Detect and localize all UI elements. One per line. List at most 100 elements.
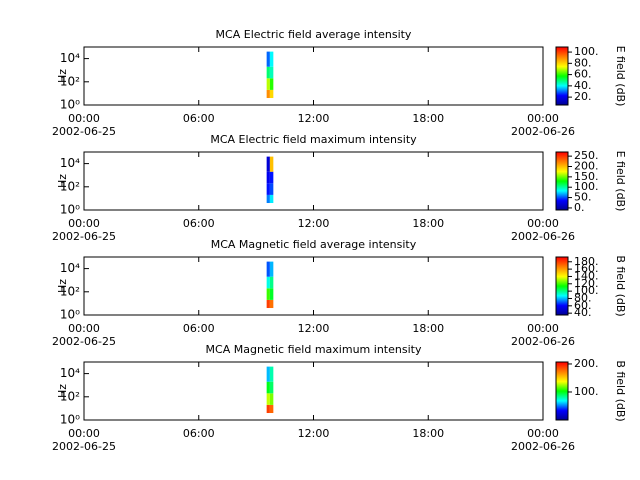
colorbar-label: B field (dB): [614, 255, 627, 316]
colorbar-slice: [556, 91, 568, 93]
colorbar-slice: [556, 100, 568, 102]
plot-frame: [83, 256, 544, 316]
x-date-label: 2002-06-25: [52, 230, 116, 243]
colorbar-tick-label: 80.: [574, 291, 592, 304]
colorbar-slice: [556, 293, 568, 295]
colorbar-slice: [556, 393, 568, 395]
y-tick-label: 10²: [60, 284, 80, 298]
x-tick-label: 00:00: [68, 322, 100, 335]
colorbar-slice: [556, 158, 568, 160]
colorbar-slice: [556, 285, 568, 287]
x-date-label: 2002-06-26: [511, 440, 575, 453]
colorbar-slice: [556, 83, 568, 85]
colorbar-slice: [556, 103, 568, 105]
colorbar-slice: [556, 161, 568, 163]
colorbar-slice: [556, 407, 568, 409]
colorbar-slice: [556, 300, 568, 302]
colorbar-slice: [556, 294, 568, 296]
colorbar-slice: [556, 62, 568, 64]
colorbar-slice: [556, 94, 568, 96]
colorbar-slice: [556, 378, 568, 380]
colorbar-slice: [556, 373, 568, 375]
spectrogram-cell: [269, 183, 274, 195]
colorbar-slice: [556, 408, 568, 410]
colorbar-slice: [556, 390, 568, 392]
colorbar-slice: [556, 374, 568, 376]
colorbar-slice: [556, 66, 568, 68]
colorbar-slice: [556, 203, 568, 205]
spectrogram-cell: [269, 78, 274, 90]
colorbar-slice: [556, 63, 568, 65]
panel-title: MCA Magnetic field average intensity: [211, 238, 417, 251]
colorbar-slice: [556, 80, 568, 82]
colorbar-slice: [556, 391, 568, 393]
spectrogram-cell: [269, 366, 274, 382]
colorbar-slice: [556, 303, 568, 305]
colorbar-slice: [556, 155, 568, 157]
colorbar-slice: [556, 388, 568, 390]
colorbar-frame: [555, 46, 569, 106]
colorbar-slice: [556, 369, 568, 371]
colorbar-slice: [556, 178, 568, 180]
x-tick-label: 00:00: [527, 217, 559, 230]
colorbar-tick-label: 0.: [574, 201, 585, 214]
colorbar-slice: [556, 403, 568, 405]
colorbar-slice: [556, 301, 568, 303]
colorbar-slice: [556, 188, 568, 190]
colorbar-slice: [556, 165, 568, 167]
colorbar-slice: [556, 412, 568, 414]
colorbar-tick-label: 100.: [574, 45, 599, 58]
colorbar-slice: [556, 86, 568, 88]
colorbar-slice: [556, 207, 568, 209]
colorbar-tick-label: 60.: [574, 68, 592, 81]
colorbar-slice: [556, 291, 568, 293]
spectrogram-cell: [269, 89, 274, 99]
colorbar-slice: [556, 204, 568, 206]
colorbar-tick-label: 100.: [574, 385, 599, 398]
colorbar-slice: [556, 367, 568, 369]
colorbar-slice: [556, 85, 568, 87]
colorbar-slice: [556, 199, 568, 201]
colorbar-label: E field (dB): [614, 46, 627, 107]
colorbar-slice: [556, 152, 568, 154]
colorbar-tick-label: 160.: [574, 262, 599, 275]
colorbar-slice: [556, 366, 568, 368]
colorbar-slice: [556, 295, 568, 297]
spectrogram-cell: [269, 288, 274, 300]
colorbar-tick-label: 100.: [574, 284, 599, 297]
colorbar-tick-label: 140.: [574, 269, 599, 282]
colorbar-slice: [556, 101, 568, 103]
colorbar-tick-label: 180.: [574, 255, 599, 268]
colorbar-slice: [556, 169, 568, 171]
colorbar-slice: [556, 306, 568, 308]
colorbar-slice: [556, 59, 568, 61]
colorbar-slice: [556, 58, 568, 60]
colorbar-slice: [556, 379, 568, 381]
colorbar-slice: [556, 397, 568, 399]
x-tick-label: 12:00: [298, 217, 330, 230]
colorbar-slice: [556, 418, 568, 420]
colorbar-slice: [556, 51, 568, 53]
colorbar-slice: [556, 75, 568, 77]
colorbar-slice: [556, 257, 568, 259]
colorbar-slice: [556, 154, 568, 156]
colorbar-slice: [556, 394, 568, 396]
colorbar-slice: [556, 413, 568, 415]
colorbar-slice: [556, 54, 568, 56]
y-axis-label: Hz: [56, 174, 69, 188]
plot-frame: [83, 151, 544, 211]
colorbar-slice: [556, 202, 568, 204]
colorbar-tick-label: 80.: [574, 56, 592, 69]
colorbar-slice: [556, 280, 568, 282]
x-tick-label: 18:00: [412, 322, 444, 335]
colorbar-slice: [556, 308, 568, 310]
colorbar-slice: [556, 50, 568, 52]
colorbar-slice: [556, 401, 568, 403]
colorbar-slice: [556, 311, 568, 313]
colorbar-slice: [556, 48, 568, 50]
colorbar-slice: [556, 184, 568, 186]
colorbar-slice: [556, 180, 568, 182]
colorbar-slice: [556, 398, 568, 400]
colorbar-frame: [555, 256, 569, 316]
